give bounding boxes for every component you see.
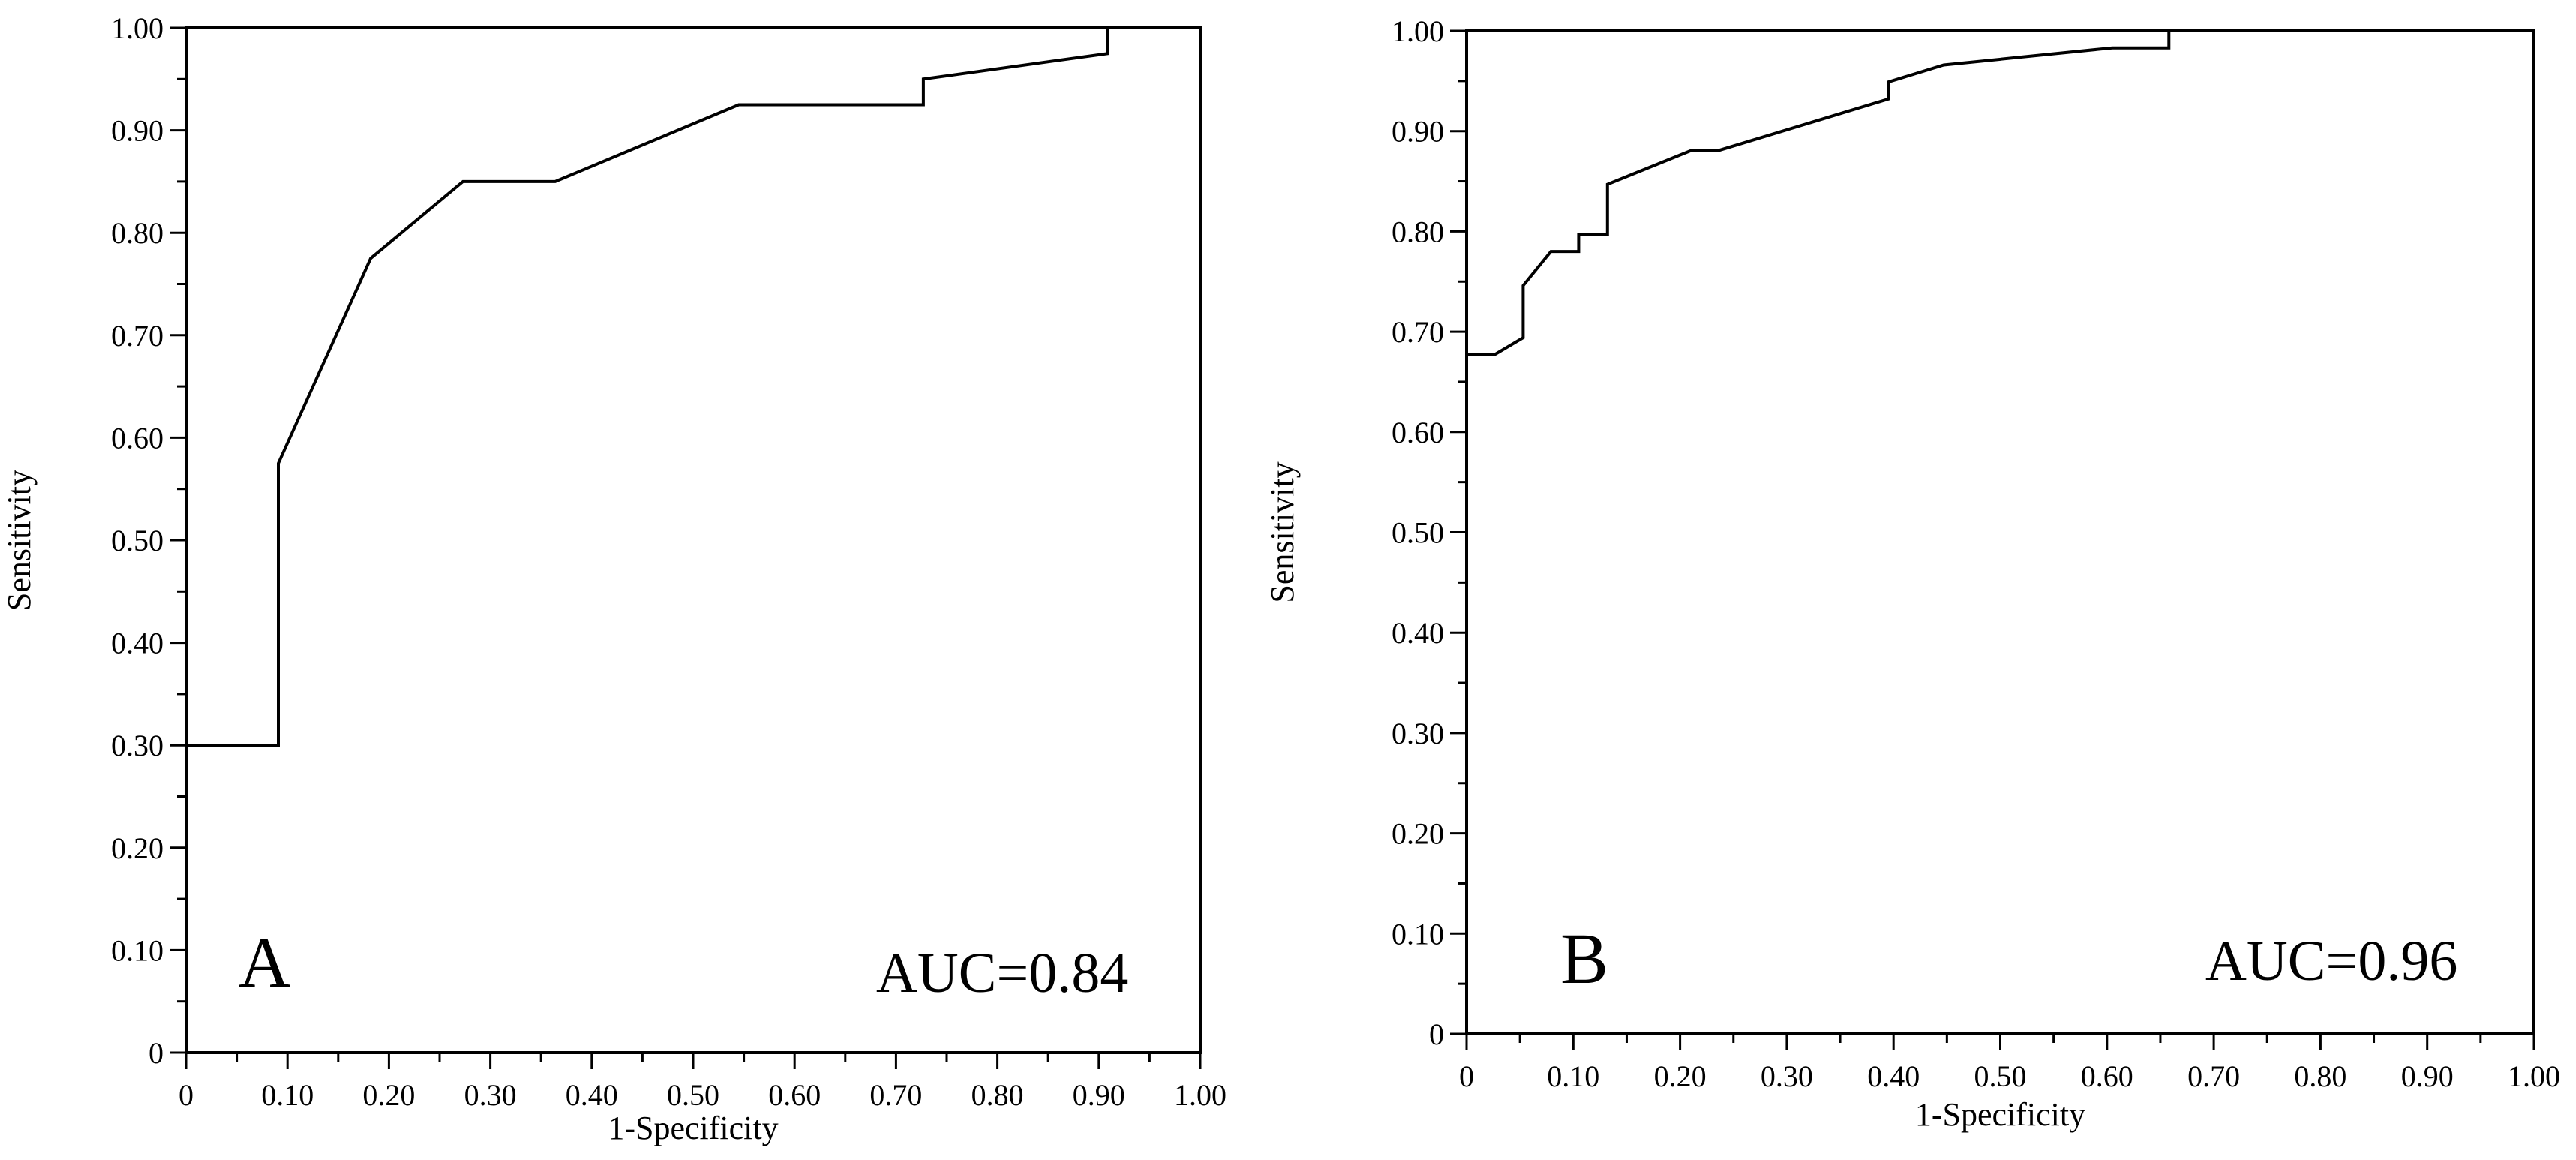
plot-frame [185,26,1202,1054]
x-tick-label: 0.70 [869,1078,922,1112]
x-tick-label: 0.70 [2187,1059,2240,1093]
y-tick-label: 0.30 [1392,717,1444,750]
y-tick-label: 0 [1429,1017,1444,1051]
panel-letter-label: B [1560,918,1608,999]
y-tick-label: 0.10 [111,933,164,967]
x-tick-label: 0.40 [566,1078,618,1112]
roc-curve-line [186,28,1109,747]
x-tick-label: 0.10 [261,1078,314,1112]
y-tick-label: 1.00 [111,11,164,45]
x-tick-label: 0.50 [667,1078,719,1112]
roc-panel-b: 0 0.10 0.20 0.30 0.40 0.50 0.60 0.70 0.80 0.90 1.0… [1264,14,2560,1133]
x-tick-label: 1.00 [2508,1059,2560,1093]
y-tick-label: 0.30 [111,729,164,762]
y-tick-label: 0.50 [1392,516,1444,550]
plot-frame [1465,29,2535,1035]
y-tick-label: 0.40 [111,627,164,660]
x-tick-label: 0.30 [1761,1059,1813,1093]
y-tick-label: 0.80 [111,216,164,250]
x-tick-label: 0.60 [2081,1059,2133,1093]
y-tick-label: 0.70 [1392,315,1444,349]
y-tick-label: 0.90 [111,114,164,148]
y-tick-label: 0.60 [111,421,164,455]
y-tick-label: 0.60 [1392,416,1444,449]
y-axis-title: Sensitivity [1,470,38,611]
y-tick-label: 0.50 [111,524,164,557]
x-tick-label: 0.80 [2294,1059,2346,1093]
x-tick-label: 0.60 [768,1078,821,1112]
x-tick-label: 0.90 [2401,1059,2454,1093]
roc-curve-line [1467,31,2171,356]
auc-annotation: AUC=0.96 [2205,930,2457,993]
x-tick-label: 0.90 [1073,1078,1125,1112]
x-tick-label: 0 [1459,1059,1474,1093]
x-tick-label: 0 [179,1078,194,1112]
x-tick-label: 0.50 [1974,1059,2027,1093]
x-tick-label: 0.10 [1547,1059,1599,1093]
x-tick-label: 0.30 [464,1078,517,1112]
x-tick-label: 1.00 [1174,1078,1226,1112]
y-tick-label: 0 [149,1036,164,1070]
x-tick-label: 0.40 [1867,1059,1920,1093]
x-tick-label: 0.80 [971,1078,1024,1112]
x-tick-label: 0.20 [1654,1059,1707,1093]
x-tick-label: 0.20 [362,1078,415,1112]
y-tick-label: 1.00 [1392,14,1444,48]
auc-annotation: AUC=0.84 [876,942,1128,1005]
y-tick-label: 0.40 [1392,616,1444,650]
y-tick-label: 0.70 [111,319,164,353]
panel-letter-label: A [239,922,290,1002]
y-tick-label: 0.90 [1392,115,1444,149]
y-tick-label: 0.80 [1392,215,1444,248]
x-axis-title: 1-Specificity [1915,1096,2085,1133]
x-axis-title: 1-Specificity [608,1110,778,1146]
y-tick-label: 0.20 [111,831,164,865]
y-axis-title: Sensitivity [1264,461,1301,603]
roc-panel-a: 0 0.10 0.20 0.30 0.40 0.50 0.60 0.70 0.80 0.90 1.0… [1,11,1226,1146]
y-tick-label: 0.20 [1392,817,1444,851]
y-tick-label: 0.10 [1392,917,1444,951]
